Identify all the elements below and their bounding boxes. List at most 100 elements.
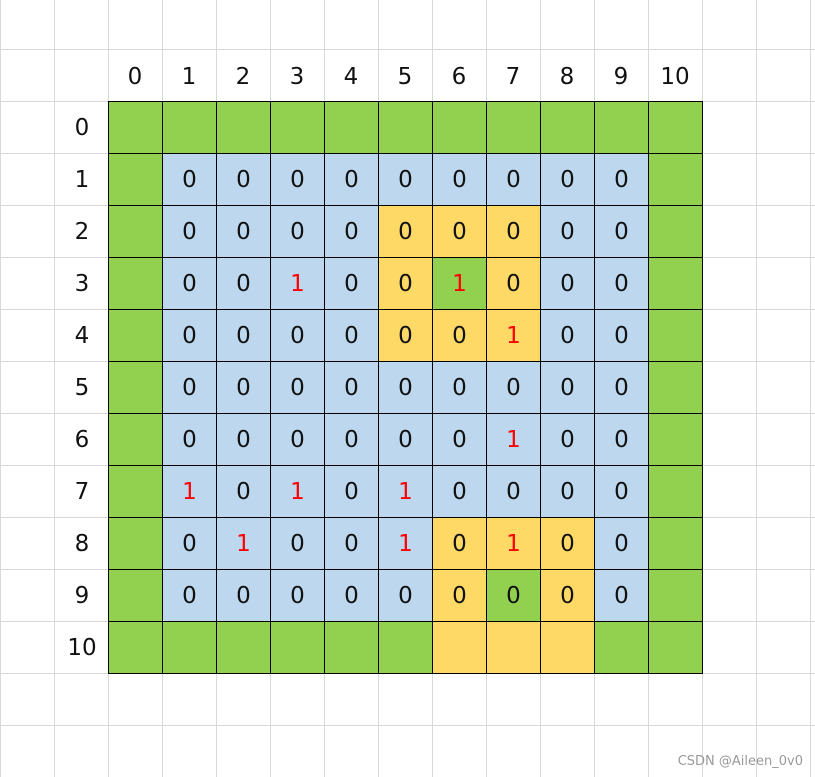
grid-cell[interactable]: 0 (325, 154, 379, 206)
grid-cell[interactable]: 0 (163, 570, 217, 622)
grid-cell[interactable] (379, 622, 433, 674)
grid-cell[interactable] (217, 622, 271, 674)
grid-cell[interactable]: 0 (163, 362, 217, 414)
grid-cell[interactable]: 0 (487, 466, 541, 518)
grid-cell[interactable]: 0 (541, 362, 595, 414)
grid-cell[interactable] (649, 258, 703, 310)
grid-cell[interactable]: 0 (379, 258, 433, 310)
grid-cell[interactable]: 0 (271, 310, 325, 362)
grid-cell[interactable] (649, 570, 703, 622)
grid-cell[interactable] (541, 102, 595, 154)
grid-cell[interactable] (433, 622, 487, 674)
grid-cell[interactable]: 0 (163, 154, 217, 206)
grid-cell[interactable]: 0 (217, 154, 271, 206)
grid-cell[interactable] (109, 258, 163, 310)
grid-cell[interactable]: 0 (379, 310, 433, 362)
grid-cell[interactable]: 0 (217, 570, 271, 622)
grid-cell[interactable]: 0 (217, 466, 271, 518)
grid-cell[interactable] (325, 102, 379, 154)
grid-cell[interactable]: 0 (379, 570, 433, 622)
grid-cell[interactable] (109, 206, 163, 258)
grid-cell[interactable]: 0 (271, 362, 325, 414)
grid-cell[interactable] (109, 518, 163, 570)
grid-cell[interactable]: 1 (271, 466, 325, 518)
grid-cell[interactable]: 0 (163, 258, 217, 310)
grid-cell[interactable]: 0 (217, 206, 271, 258)
grid-cell[interactable]: 0 (271, 570, 325, 622)
grid-cell[interactable]: 1 (217, 518, 271, 570)
grid-cell[interactable] (325, 622, 379, 674)
grid-cell[interactable]: 0 (487, 362, 541, 414)
grid-cell[interactable]: 0 (541, 206, 595, 258)
grid-cell[interactable]: 0 (433, 206, 487, 258)
grid-cell[interactable]: 1 (433, 258, 487, 310)
grid-cell[interactable] (271, 622, 325, 674)
grid-cell[interactable] (109, 414, 163, 466)
grid-cell[interactable]: 1 (163, 466, 217, 518)
grid-cell[interactable]: 0 (595, 518, 649, 570)
grid-cell[interactable]: 1 (379, 466, 433, 518)
grid-cell[interactable] (109, 570, 163, 622)
grid-cell[interactable]: 0 (541, 518, 595, 570)
grid-cell[interactable] (649, 362, 703, 414)
grid-cell[interactable]: 0 (433, 310, 487, 362)
grid-cell[interactable]: 0 (541, 258, 595, 310)
grid-cell[interactable] (595, 622, 649, 674)
grid-cell[interactable]: 0 (595, 466, 649, 518)
grid-cell[interactable]: 0 (541, 414, 595, 466)
grid-cell[interactable] (541, 622, 595, 674)
grid-cell[interactable]: 0 (433, 414, 487, 466)
grid-cell[interactable]: 0 (487, 258, 541, 310)
grid-cell[interactable]: 0 (271, 154, 325, 206)
grid-cell[interactable]: 0 (217, 258, 271, 310)
grid-cell[interactable]: 0 (595, 154, 649, 206)
grid-cell[interactable]: 0 (379, 362, 433, 414)
grid-cell[interactable] (109, 466, 163, 518)
grid-cell[interactable]: 0 (325, 518, 379, 570)
grid-cell[interactable]: 0 (595, 362, 649, 414)
grid-cell[interactable]: 1 (271, 258, 325, 310)
grid-cell[interactable] (217, 102, 271, 154)
grid-cell[interactable]: 0 (433, 154, 487, 206)
grid-cell[interactable] (163, 622, 217, 674)
grid-cell[interactable]: 0 (595, 310, 649, 362)
grid-cell[interactable] (109, 102, 163, 154)
grid-cell[interactable] (433, 102, 487, 154)
grid-cell[interactable]: 0 (433, 570, 487, 622)
grid-cell[interactable]: 0 (433, 466, 487, 518)
grid-cell[interactable] (649, 310, 703, 362)
grid-cell[interactable]: 0 (541, 154, 595, 206)
grid-cell[interactable] (109, 154, 163, 206)
grid-cell[interactable]: 0 (217, 310, 271, 362)
grid-cell[interactable] (649, 466, 703, 518)
grid-cell[interactable] (109, 310, 163, 362)
grid-cell[interactable]: 0 (325, 362, 379, 414)
grid-cell[interactable]: 0 (433, 518, 487, 570)
grid-cell[interactable]: 0 (217, 362, 271, 414)
grid-cell[interactable]: 0 (325, 206, 379, 258)
grid-cell[interactable] (595, 102, 649, 154)
grid-cell[interactable]: 0 (595, 258, 649, 310)
grid-cell[interactable]: 0 (271, 206, 325, 258)
grid-cell[interactable]: 0 (325, 466, 379, 518)
grid-cell[interactable] (649, 414, 703, 466)
grid-cell[interactable]: 0 (325, 414, 379, 466)
grid-cell[interactable]: 1 (487, 414, 541, 466)
grid-cell[interactable] (379, 102, 433, 154)
grid-cell[interactable]: 0 (379, 206, 433, 258)
grid-cell[interactable]: 0 (163, 206, 217, 258)
grid-cell[interactable]: 0 (163, 518, 217, 570)
grid-cell[interactable]: 0 (271, 518, 325, 570)
grid-cell[interactable] (271, 102, 325, 154)
grid-cell[interactable]: 0 (163, 310, 217, 362)
grid-cell[interactable] (163, 102, 217, 154)
grid-cell[interactable]: 0 (595, 570, 649, 622)
grid-cell[interactable] (649, 518, 703, 570)
grid-cell[interactable]: 1 (487, 310, 541, 362)
grid-cell[interactable]: 0 (217, 414, 271, 466)
grid-cell[interactable] (649, 102, 703, 154)
grid-cell[interactable]: 0 (595, 206, 649, 258)
grid-cell[interactable]: 0 (379, 414, 433, 466)
grid-cell[interactable] (109, 362, 163, 414)
grid-cell[interactable]: 1 (487, 518, 541, 570)
